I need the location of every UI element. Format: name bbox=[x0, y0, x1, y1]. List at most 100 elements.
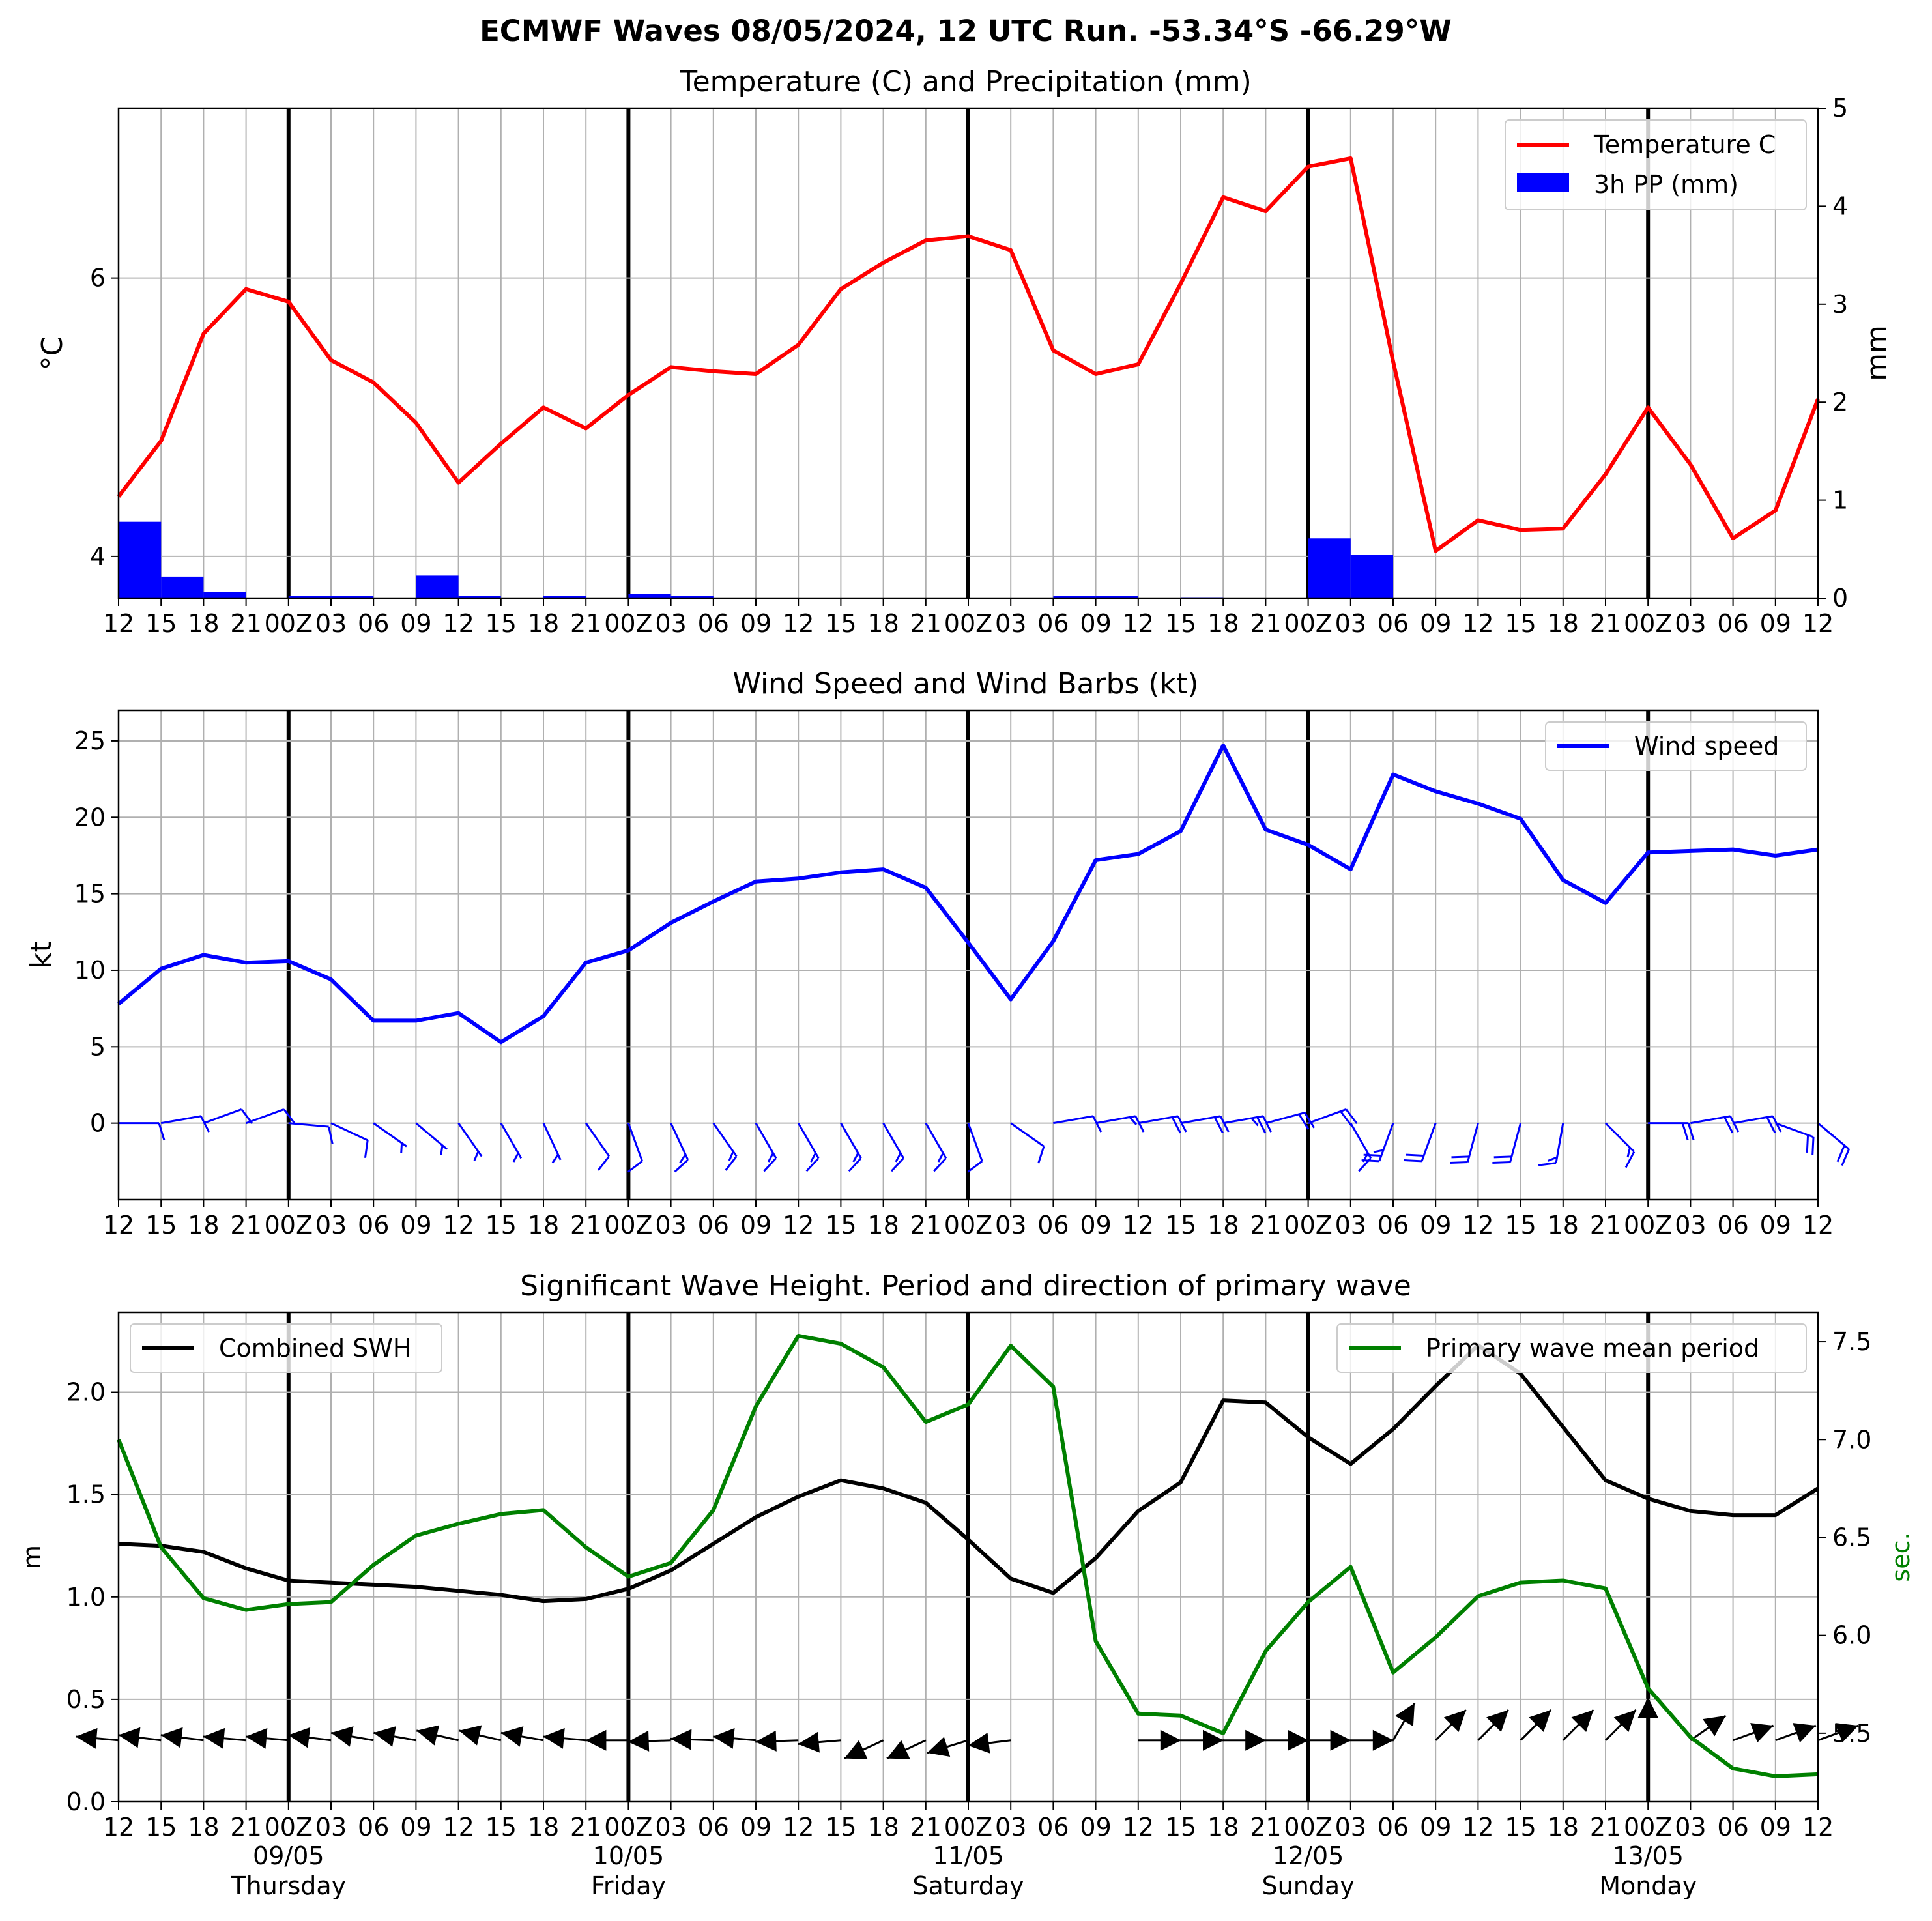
wave-direction-arrow bbox=[1817, 1723, 1859, 1743]
wave-direction-arrow bbox=[927, 1737, 969, 1757]
wave-direction-arrow bbox=[118, 1727, 162, 1748]
precip-bar bbox=[203, 592, 246, 598]
wind-barb-feather bbox=[551, 1153, 559, 1164]
x-tick-label: 09 bbox=[740, 1211, 771, 1239]
precip-bar bbox=[288, 596, 331, 598]
wind-barb-staff bbox=[1733, 1115, 1773, 1125]
x-tick-label: 21 bbox=[570, 1211, 601, 1239]
wave-arrow-head bbox=[1486, 1710, 1509, 1733]
grid-layer bbox=[118, 1312, 1819, 1802]
wave-direction-arrow bbox=[844, 1739, 884, 1759]
wave-direction-arrow bbox=[1265, 1729, 1309, 1751]
wind-barb bbox=[1180, 1115, 1230, 1134]
wave-direction-arrow bbox=[1138, 1729, 1181, 1751]
day-name-label: Friday bbox=[591, 1871, 666, 1900]
x-tick-label: 00Z bbox=[944, 1211, 992, 1239]
x-tick-label: 00Z bbox=[265, 1813, 313, 1842]
wind-barb-staff bbox=[1138, 1115, 1179, 1125]
x-tick-label: 18 bbox=[1548, 1813, 1579, 1842]
axis-x: 12 15 18 21 00Z 03 06 09 12 15 18 21 00Z 03 06 09 12 15 18… bbox=[103, 598, 1834, 638]
wave-direction-arrow bbox=[886, 1739, 927, 1759]
x-tick-label: 09 bbox=[1420, 1211, 1451, 1239]
wave-arrow-head bbox=[1160, 1729, 1181, 1751]
wind-barb-feather bbox=[1340, 1110, 1353, 1127]
x-tick-label: 21 bbox=[910, 1813, 942, 1842]
wave-arrow-head bbox=[968, 1732, 990, 1754]
wave-arrow-head bbox=[713, 1727, 735, 1749]
y-tick-label: 1.0 bbox=[66, 1583, 106, 1611]
swh-line bbox=[118, 1343, 1819, 1604]
y-tick-label: 1.5 bbox=[66, 1480, 106, 1509]
precip-bar bbox=[670, 596, 714, 598]
x-tick-label: 09 bbox=[1760, 1211, 1791, 1239]
wave-arrow-head bbox=[1637, 1697, 1659, 1718]
x-tick-label: 12 bbox=[442, 609, 474, 638]
y-tick-label: 15 bbox=[74, 880, 106, 908]
x-tick-label: 18 bbox=[188, 609, 219, 638]
wave-direction-arrow bbox=[1223, 1729, 1267, 1751]
legend-box bbox=[130, 1323, 442, 1373]
wave-direction-arrow bbox=[1604, 1709, 1637, 1741]
wind-barb bbox=[1404, 1123, 1437, 1163]
wind-barb-feather bbox=[1250, 1118, 1259, 1127]
wave-direction-arrow bbox=[1308, 1729, 1351, 1751]
legend: Wind speed bbox=[1545, 721, 1807, 771]
wave-arrow-head bbox=[670, 1729, 692, 1750]
wind-barb bbox=[1361, 1123, 1394, 1163]
wave-arrow-head bbox=[1613, 1710, 1636, 1733]
x-tick-label: 00Z bbox=[1624, 609, 1672, 638]
wind-barb-staff bbox=[500, 1122, 523, 1159]
x-tick-label: 12 bbox=[1802, 1211, 1834, 1239]
wind-barb-feather bbox=[848, 1157, 862, 1172]
x-tick-label: 03 bbox=[1675, 1211, 1706, 1239]
wave-arrow-head bbox=[76, 1727, 98, 1749]
wind-barb bbox=[1648, 1122, 1695, 1141]
x-tick-label: 21 bbox=[1250, 609, 1281, 638]
x-tick-label: 12 bbox=[442, 1813, 474, 1842]
precip-bar bbox=[458, 596, 501, 598]
wave-direction-arrow bbox=[670, 1729, 714, 1750]
x-tick-label: 15 bbox=[1505, 1211, 1536, 1239]
axis-left: 0 5 10 15 20 25 bbox=[74, 727, 119, 1138]
legend-label-swh: Combined SWH bbox=[219, 1334, 411, 1363]
wave-arrow-head bbox=[1703, 1715, 1726, 1737]
x-tick-label: 00Z bbox=[1284, 609, 1332, 638]
x-tick-label: 12 bbox=[1802, 1813, 1834, 1842]
x-tick-label: 06 bbox=[1717, 609, 1748, 638]
day-date-label: 10/05 bbox=[593, 1842, 665, 1870]
wind-barb bbox=[797, 1122, 820, 1172]
wind-barb-feather bbox=[1171, 1116, 1181, 1134]
x-tick-label: 06 bbox=[1037, 1813, 1069, 1842]
wind-barb-feather bbox=[364, 1140, 369, 1159]
day-name-label: Monday bbox=[1599, 1871, 1697, 1900]
x-tick-label: 06 bbox=[1037, 609, 1069, 638]
wind-barb-staff bbox=[160, 1115, 201, 1125]
wind-barb-feather bbox=[895, 1152, 902, 1163]
wind-barb bbox=[1308, 1108, 1358, 1127]
y-tick-label: 10 bbox=[74, 956, 106, 985]
panel-title: Significant Wave Height. Period and dire… bbox=[520, 1269, 1411, 1303]
wind-barb-feather bbox=[1298, 1114, 1310, 1130]
x-tick-label: 00Z bbox=[265, 609, 313, 638]
wind-barb-feather bbox=[1723, 1116, 1734, 1134]
wave-direction-arrow bbox=[160, 1727, 204, 1748]
y-tick-label: 0.5 bbox=[66, 1685, 106, 1714]
wave-arrow-head bbox=[1330, 1729, 1351, 1751]
wave-direction-arrow bbox=[1637, 1697, 1659, 1740]
wave-arrow-head bbox=[118, 1727, 141, 1748]
wave-arrow-head bbox=[543, 1727, 565, 1749]
x-tick-label: 06 bbox=[358, 1813, 389, 1842]
x-tick-label: 15 bbox=[145, 1813, 177, 1842]
wind-barb-feather bbox=[1681, 1123, 1689, 1141]
wind-barb-staff bbox=[1308, 1108, 1347, 1125]
wave-direction-arrow bbox=[76, 1727, 119, 1749]
x-tick-label: 12 bbox=[103, 609, 134, 638]
wind-barb-feather bbox=[1304, 1112, 1316, 1129]
x-tick-label: 09 bbox=[740, 1813, 771, 1842]
wind-barb-staff bbox=[415, 1122, 448, 1150]
x-tick-label: 03 bbox=[1675, 609, 1706, 638]
wave-direction-arrow bbox=[968, 1732, 1011, 1754]
legend-label-wind-speed: Wind speed bbox=[1634, 732, 1779, 760]
wave-direction-arrow bbox=[1562, 1709, 1594, 1741]
wind-barb-feather bbox=[328, 1126, 334, 1144]
